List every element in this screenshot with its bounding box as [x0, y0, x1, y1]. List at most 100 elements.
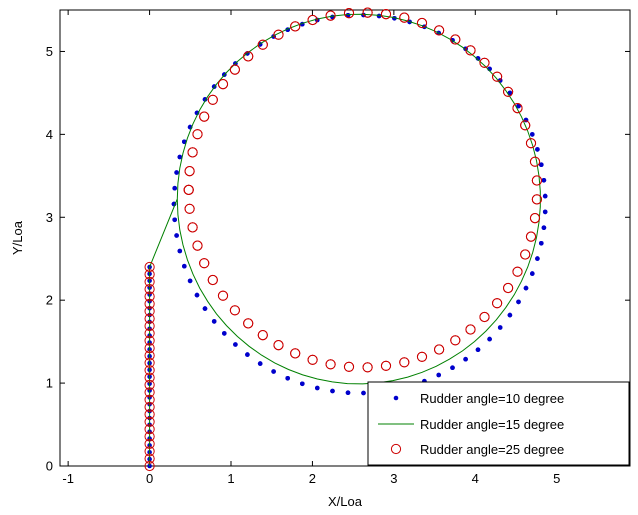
- data-point: [174, 233, 179, 238]
- x-tick-label: -1: [62, 471, 74, 486]
- data-point: [144, 379, 155, 390]
- data-point: [492, 71, 503, 82]
- data-point: [144, 298, 155, 309]
- data-point: [144, 416, 155, 427]
- legend-label-series-3: Rudder angle=25 degree: [420, 442, 564, 457]
- data-point: [507, 312, 513, 318]
- data-point: [229, 64, 240, 75]
- data-point: [144, 269, 155, 280]
- data-point: [542, 193, 548, 199]
- y-tick-label: 1: [46, 376, 53, 391]
- data-point: [144, 460, 155, 472]
- data-point: [271, 369, 276, 374]
- legend: Rudder angle=10 degree Rudder angle=15 d…: [367, 381, 630, 466]
- data-point: [380, 360, 392, 371]
- data-point: [539, 162, 544, 167]
- data-point: [290, 348, 301, 359]
- y-tick-label: 3: [46, 210, 53, 225]
- data-point: [487, 336, 492, 342]
- data-point: [184, 166, 195, 177]
- data-point: [520, 249, 531, 260]
- data-point: [531, 194, 543, 205]
- data-point: [183, 184, 194, 195]
- data-point: [144, 387, 155, 398]
- data-point: [542, 209, 548, 215]
- data-point: [273, 340, 284, 351]
- data-point: [144, 343, 155, 354]
- x-tick-label: 3: [390, 471, 397, 486]
- data-point: [144, 306, 155, 317]
- data-point: [211, 319, 217, 324]
- data-point: [144, 438, 155, 449]
- y-axis-label: Y/Loa: [10, 220, 25, 255]
- data-point: [144, 394, 155, 405]
- data-point: [207, 274, 218, 286]
- data-point: [199, 258, 210, 269]
- data-point: [503, 86, 514, 97]
- data-point: [541, 178, 547, 183]
- plot-series: [144, 7, 548, 472]
- data-point: [192, 129, 203, 140]
- data-point: [436, 372, 442, 378]
- data-point: [529, 156, 541, 167]
- data-point: [479, 57, 490, 68]
- data-point: [182, 139, 187, 145]
- data-point: [199, 111, 210, 122]
- data-point: [541, 225, 547, 230]
- data-point: [174, 170, 179, 175]
- data-point: [144, 401, 155, 413]
- data-point: [222, 331, 227, 336]
- data-point: [325, 359, 336, 370]
- y-tick-label: 0: [46, 459, 53, 474]
- series-3: [144, 7, 543, 472]
- data-point: [525, 231, 537, 242]
- data-point: [144, 453, 155, 464]
- data-point: [450, 335, 461, 346]
- x-axis-label: X/Loa: [328, 494, 363, 509]
- data-point: [144, 261, 155, 273]
- data-point: [144, 357, 155, 368]
- data-point: [172, 217, 177, 223]
- data-point: [217, 79, 229, 90]
- legend-label-series-1: Rudder angle=10 degree: [420, 391, 564, 406]
- data-point: [399, 12, 410, 23]
- data-point: [257, 39, 268, 50]
- data-point: [144, 446, 155, 457]
- data-point: [492, 298, 503, 309]
- data-point: [144, 365, 155, 376]
- y-tick-labels: 0 1 2 3 4 5: [46, 44, 53, 474]
- legend-sample-circle: [390, 443, 402, 455]
- data-point: [144, 424, 155, 435]
- data-point: [507, 90, 513, 96]
- y-tick-label: 2: [46, 293, 53, 308]
- data-point: [475, 56, 481, 61]
- data-point: [530, 271, 535, 276]
- data-point: [463, 356, 468, 362]
- data-point: [273, 29, 284, 40]
- data-point: [144, 409, 155, 420]
- data-point: [465, 45, 476, 56]
- legend-box: [367, 381, 630, 466]
- data-point: [516, 103, 521, 109]
- data-point: [182, 263, 187, 269]
- legend-label-series-2: Rudder angle=15 degree: [420, 417, 564, 432]
- data-point: [177, 248, 183, 254]
- data-point: [512, 266, 523, 277]
- x-tick-label: 4: [472, 471, 479, 486]
- data-point: [233, 342, 238, 347]
- data-point: [207, 94, 218, 105]
- data-point: [535, 147, 540, 152]
- data-point: [503, 282, 514, 294]
- data-point: [523, 285, 529, 291]
- data-point: [330, 388, 335, 394]
- series-2: [149, 13, 541, 466]
- data-point: [229, 305, 240, 316]
- data-point: [144, 320, 155, 332]
- data-point: [530, 132, 535, 137]
- data-point: [144, 335, 155, 346]
- data-point: [380, 9, 392, 20]
- data-point: [343, 8, 355, 19]
- data-point: [450, 34, 461, 45]
- data-point: [187, 147, 198, 158]
